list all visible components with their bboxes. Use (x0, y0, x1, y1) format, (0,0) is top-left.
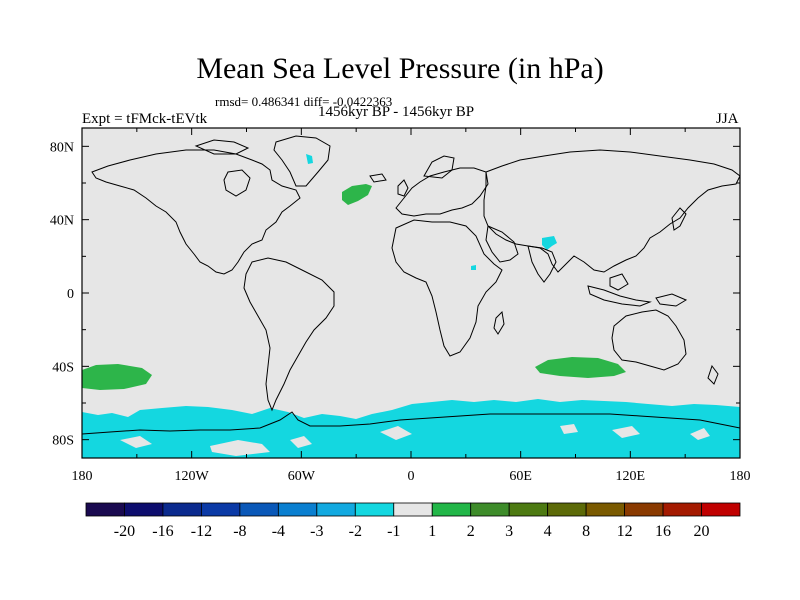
colorbar-swatch (701, 502, 741, 517)
gap-7 (290, 436, 312, 448)
coast-greenland (273, 135, 331, 187)
colorbar-swatch (354, 502, 395, 517)
coast-asia (483, 149, 740, 273)
colorbar-swatch (124, 502, 164, 517)
greenland-negative (306, 154, 313, 164)
coast-india (527, 245, 557, 283)
season-label: JJA (716, 111, 739, 127)
coast-borneo (609, 273, 629, 291)
gap-4 (560, 424, 578, 434)
lon-tick-label: 180 (72, 469, 93, 484)
lat-tick-label: 80N (50, 140, 74, 155)
colorbar-swatch (239, 502, 279, 517)
colorbar-label: -2 (349, 523, 362, 540)
tibet-negative (542, 236, 557, 250)
lat-tick-label: 80S (52, 434, 74, 449)
southern-ocean-gaps (120, 424, 710, 456)
lat-tick-label: 40S (52, 360, 74, 375)
colorbar-swatch (624, 502, 664, 517)
east-africa-negative (471, 265, 476, 270)
lat-tick-label: 0 (67, 287, 74, 302)
colorbar-label: 12 (617, 523, 633, 540)
colorbar-swatch (393, 502, 433, 517)
colorbar-swatch (508, 502, 549, 517)
plot-title: Mean Sea Level Pressure (in hPa) (196, 52, 604, 85)
colorbar-swatch (547, 502, 587, 517)
colorbar-label: -12 (191, 523, 212, 540)
lon-tick-label: 120E (616, 469, 646, 484)
colorbar-swatch (201, 502, 241, 517)
coast-indonesia (587, 285, 652, 307)
south-indian-positive (535, 357, 626, 378)
gap-2 (210, 440, 270, 456)
colorbar-swatch (316, 502, 356, 517)
coast-uk (397, 179, 409, 197)
colorbar-swatch (662, 502, 702, 517)
coast-new-zealand (707, 364, 719, 385)
lon-tick-label: 120W (175, 469, 210, 484)
colorbar-swatch (431, 502, 472, 517)
lat-tick-label: 40N (50, 214, 74, 229)
colorbar-label: 8 (582, 523, 590, 540)
coast-scandinavia (423, 155, 455, 179)
colorbar-label: 3 (505, 523, 513, 540)
coast-arctic-islands (194, 139, 250, 155)
colorbar-label: -16 (152, 523, 173, 540)
coast-south-america (243, 257, 335, 412)
colorbar-label: -8 (233, 523, 246, 540)
coast-australia (611, 309, 687, 371)
gap-6 (690, 428, 710, 440)
colorbar-swatch (277, 502, 318, 517)
lon-tick-label: 0 (408, 469, 415, 484)
gap-5 (612, 426, 640, 438)
north-atlantic-positive (342, 184, 372, 205)
coast-arabia (485, 225, 519, 263)
lon-tick-label: 60W (288, 469, 316, 484)
colorbar-label: 4 (544, 523, 552, 540)
colorbar-label: 1 (428, 523, 436, 540)
lon-tick-label: 180 (730, 469, 751, 484)
longitude-axis: 180 120W 60W 0 60E 120E 180 (72, 128, 751, 484)
coast-hudson-bay (223, 169, 251, 197)
colorbar-label: 16 (655, 523, 671, 540)
experiment-label: Expt = tFMck-tEVtk (82, 111, 208, 127)
lon-tick-label: 60E (509, 469, 532, 484)
southern-ocean-negative (82, 399, 740, 458)
colorbar-label: -3 (310, 523, 323, 540)
coast-new-guinea (655, 293, 688, 307)
colorbar-swatch (85, 502, 125, 517)
colorbar-label: -20 (114, 523, 135, 540)
gap-1 (120, 436, 152, 448)
colorbar-label: -4 (272, 523, 285, 540)
gap-3 (380, 426, 412, 440)
coast-iceland (369, 173, 387, 183)
south-pacific-positive (82, 364, 152, 390)
map-content (82, 135, 740, 458)
coast-north-america (91, 149, 301, 275)
colorbar-label: 20 (694, 523, 710, 540)
colorbar-swatch (470, 502, 510, 517)
colorbar-label: 2 (467, 523, 475, 540)
latitude-axis: 80N 40N 0 40S 80S (50, 140, 740, 449)
coast-africa (391, 219, 503, 357)
colorbar-swatch (162, 502, 202, 517)
coast-japan (671, 207, 687, 231)
period-label: 1456kyr BP - 1456kyr BP (318, 104, 475, 120)
coast-europe (395, 167, 489, 217)
colorbar: -20 -16 -12 -8 -4 -3 -2 -1 1 2 3 4 8 12 16 20 (85, 502, 741, 540)
plot-subtitle: rmsd= 0.486341 diff= -0.0422363 (215, 94, 393, 109)
colorbar-label: -1 (387, 523, 400, 540)
colorbar-swatch (585, 502, 625, 517)
coastlines (82, 135, 740, 435)
coast-madagascar (493, 310, 505, 335)
coast-antarctica (82, 411, 740, 435)
